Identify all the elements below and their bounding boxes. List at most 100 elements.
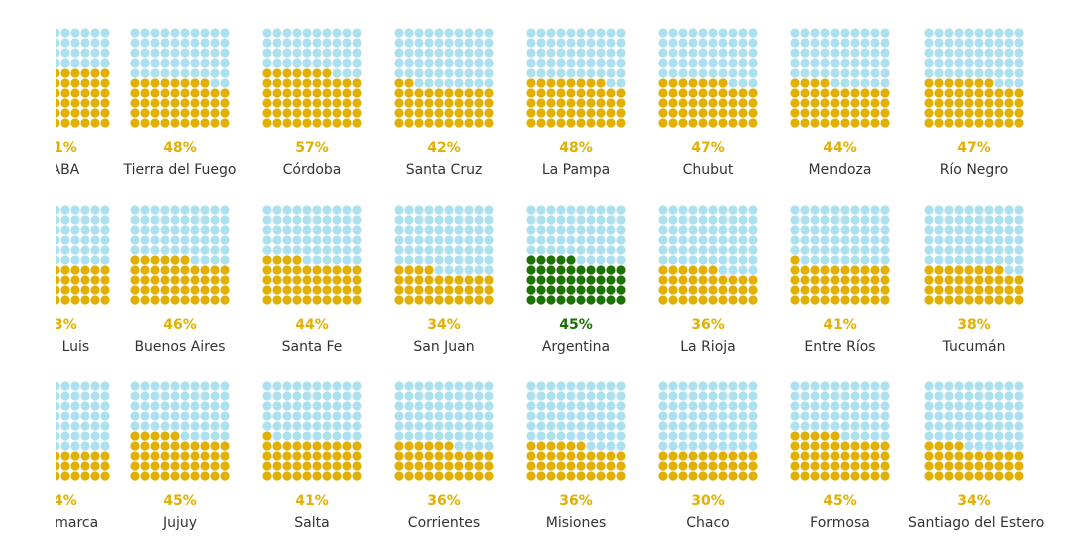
- waffle-dot-empty: [596, 441, 606, 451]
- waffle-dot-filled: [924, 88, 934, 98]
- waffle-dot-empty: [414, 205, 424, 215]
- waffle-dot-empty: [566, 381, 576, 391]
- waffle-dot-filled: [526, 461, 536, 471]
- waffle-dot-empty: [870, 225, 880, 235]
- waffle-dot-filled: [566, 78, 576, 88]
- waffle-dot-filled: [302, 88, 312, 98]
- waffle-dot-empty: [708, 38, 718, 48]
- waffle-dot-filled: [820, 285, 830, 295]
- waffle-dot-empty: [984, 48, 994, 58]
- waffle-dot-filled: [596, 108, 606, 118]
- waffle-dot-empty: [444, 421, 454, 431]
- waffle-grid-salta: [262, 381, 362, 481]
- waffle-dot-filled: [870, 295, 880, 305]
- waffle-dot-filled: [954, 471, 964, 481]
- waffle-grid-buenos-aires: [130, 205, 230, 305]
- waffle-dot-filled: [984, 285, 994, 295]
- percent-label: 57%: [295, 140, 329, 156]
- waffle-dot-empty: [352, 245, 362, 255]
- waffle-dot-filled: [1014, 471, 1024, 481]
- waffle-dot-empty: [688, 441, 698, 451]
- waffle-dot-filled: [170, 98, 180, 108]
- waffle-dot-empty: [924, 68, 934, 78]
- waffle-dot-empty: [484, 411, 494, 421]
- waffle-dot-filled: [130, 431, 140, 441]
- percent-label: 36%: [691, 317, 725, 333]
- waffle-dot-filled: [556, 255, 566, 265]
- waffle-dot-empty: [840, 215, 850, 225]
- waffle-dot-empty: [994, 58, 1004, 68]
- waffle-dot-empty: [566, 28, 576, 38]
- waffle-dot-empty: [688, 68, 698, 78]
- waffle-dot-empty: [210, 255, 220, 265]
- waffle-dot-empty: [220, 68, 230, 78]
- waffle-dot-filled: [870, 118, 880, 128]
- waffle-dot-empty: [536, 431, 546, 441]
- waffle-dot-empty: [100, 411, 110, 421]
- waffle-dot-filled: [414, 471, 424, 481]
- waffle-dot-empty: [820, 235, 830, 245]
- waffle-dot-filled: [840, 461, 850, 471]
- waffle-dot-empty: [810, 48, 820, 58]
- waffle-dot-empty: [70, 28, 80, 38]
- waffle-dot-filled: [80, 78, 90, 88]
- waffle-dot-empty: [322, 205, 332, 215]
- waffle-dot-empty: [698, 48, 708, 58]
- waffle-dot-filled: [668, 265, 678, 275]
- waffle-dot-empty: [606, 215, 616, 225]
- waffle-dot-filled: [70, 98, 80, 108]
- waffle-dot-empty: [200, 38, 210, 48]
- waffle-dot-filled: [924, 108, 934, 118]
- waffle-dot-filled: [924, 441, 934, 451]
- waffle-dot-empty: [678, 38, 688, 48]
- waffle-dot-filled: [944, 265, 954, 275]
- waffle-dot-filled: [790, 285, 800, 295]
- waffle-dot-filled: [668, 88, 678, 98]
- waffle-dot-empty: [546, 235, 556, 245]
- waffle-dot-filled: [160, 461, 170, 471]
- waffle-dot-empty: [190, 205, 200, 215]
- waffle-dot-empty: [454, 58, 464, 68]
- waffle-dot-filled: [90, 118, 100, 128]
- waffle-dot-filled: [262, 118, 272, 128]
- waffle-dot-filled: [556, 265, 566, 275]
- waffle-dot-filled: [464, 451, 474, 461]
- waffle-dot-filled: [526, 78, 536, 88]
- waffle-dot-empty: [880, 431, 890, 441]
- waffle-dot-empty: [80, 381, 90, 391]
- waffle-dot-empty: [100, 391, 110, 401]
- waffle-dot-filled: [454, 295, 464, 305]
- waffle-dot-empty: [130, 235, 140, 245]
- waffle-dot-filled: [576, 108, 586, 118]
- waffle-buenos-aires: 46% Buenos Aires: [114, 205, 246, 381]
- waffle-dot-empty: [964, 68, 974, 78]
- province-label: Chaco: [686, 515, 730, 531]
- waffle-dot-empty: [454, 391, 464, 401]
- waffle-dot-filled: [200, 285, 210, 295]
- waffle-dot-empty: [738, 38, 748, 48]
- waffle-dot-empty: [90, 235, 100, 245]
- waffle-dot-empty: [404, 48, 414, 58]
- waffle-dot-empty: [984, 225, 994, 235]
- waffle-dot-filled: [954, 88, 964, 98]
- waffle-dot-empty: [934, 411, 944, 421]
- waffle-dot-empty: [994, 215, 1004, 225]
- waffle-dot-empty: [282, 205, 292, 215]
- waffle-dot-empty: [464, 38, 474, 48]
- waffle-dot-filled: [190, 275, 200, 285]
- waffle-dot-empty: [616, 68, 626, 78]
- waffle-dot-filled: [352, 88, 362, 98]
- waffle-dot-filled: [800, 88, 810, 98]
- waffle-dot-empty: [860, 48, 870, 58]
- waffle-dot-empty: [404, 58, 414, 68]
- waffle-dot-empty: [870, 381, 880, 391]
- waffle-dot-filled: [536, 461, 546, 471]
- waffle-dot-filled: [576, 98, 586, 108]
- waffle-dot-filled: [312, 295, 322, 305]
- waffle-dot-empty: [180, 381, 190, 391]
- waffle-dot-empty: [718, 48, 728, 58]
- waffle-dot-filled: [80, 108, 90, 118]
- waffle-dot-empty: [474, 255, 484, 265]
- waffle-dot-filled: [984, 265, 994, 275]
- waffle-dot-empty: [60, 411, 70, 421]
